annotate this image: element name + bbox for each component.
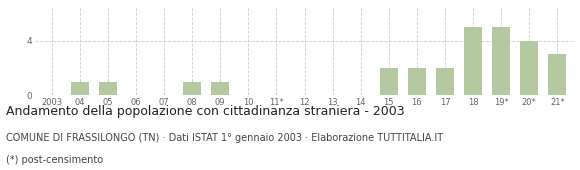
Bar (464, 27, 482, 95)
Bar (183, 82, 201, 95)
Bar (408, 68, 426, 95)
Bar (380, 68, 398, 95)
Text: (*) post-censimento: (*) post-censimento (6, 155, 103, 165)
Bar (492, 27, 510, 95)
Bar (548, 54, 567, 95)
Text: COMUNE DI FRASSILONGO (TN) · Dati ISTAT 1° gennaio 2003 · Elaborazione TUTTITALI: COMUNE DI FRASSILONGO (TN) · Dati ISTAT … (6, 133, 443, 143)
Text: Andamento della popolazione con cittadinanza straniera - 2003: Andamento della popolazione con cittadin… (6, 105, 404, 118)
Bar (520, 41, 538, 95)
Bar (436, 68, 454, 95)
Bar (71, 82, 89, 95)
Bar (211, 82, 229, 95)
Bar (99, 82, 117, 95)
